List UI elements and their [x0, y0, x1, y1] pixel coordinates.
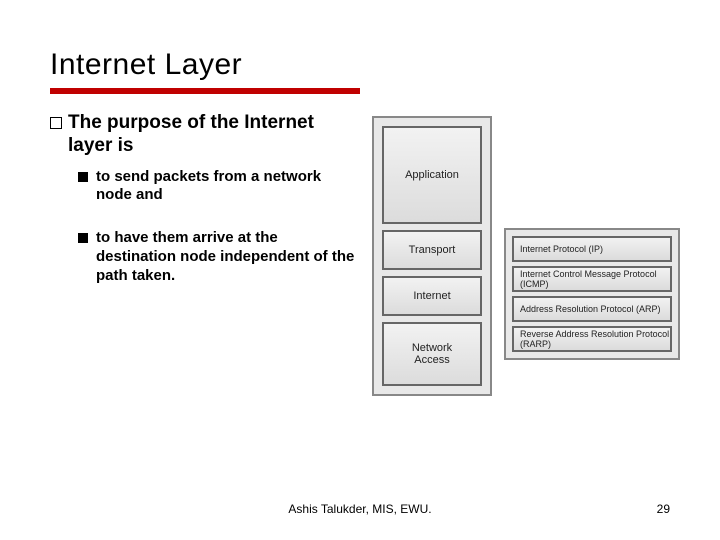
protocol-list: Internet Protocol (IP) Internet Control …	[504, 228, 680, 360]
solid-square-bullet-icon	[78, 172, 88, 182]
page-number: 29	[657, 502, 670, 516]
layer-network-access: Network Access	[382, 322, 482, 386]
hollow-square-bullet-icon	[50, 117, 62, 129]
bullet-l1-text: The purpose of the Internet layer is	[68, 112, 360, 158]
bullet-level2-a: to send packets from a network node and	[78, 168, 360, 206]
bullet-level1: The purpose of the Internet layer is	[50, 112, 360, 158]
solid-square-bullet-icon	[78, 233, 88, 243]
bullet-l2b-text: to have them arrive at the destination n…	[96, 229, 360, 285]
bullet-level2-b: to have them arrive at the destination n…	[78, 229, 360, 285]
layer-stack: Application Transport Internet Network A…	[372, 116, 492, 396]
layer-transport: Transport	[382, 230, 482, 270]
protocol-rarp: Reverse Address Resolution Protocol (RAR…	[512, 326, 672, 352]
protocol-ip: Internet Protocol (IP)	[512, 236, 672, 262]
title-rule	[50, 88, 360, 94]
text-column: The purpose of the Internet layer is to …	[50, 112, 360, 396]
protocol-arp: Address Resolution Protocol (ARP)	[512, 296, 672, 322]
slide-title: Internet Layer	[50, 48, 670, 82]
diagram-column: Application Transport Internet Network A…	[372, 112, 680, 396]
content-row: The purpose of the Internet layer is to …	[50, 112, 670, 396]
protocol-icmp: Internet Control Message Protocol (ICMP)	[512, 266, 672, 292]
layer-internet: Internet	[382, 276, 482, 316]
bullet-l2a-text: to send packets from a network node and	[96, 168, 360, 206]
footer-author: Ashis Talukder, MIS, EWU.	[0, 502, 720, 516]
slide: Internet Layer The purpose of the Intern…	[0, 0, 720, 540]
layer-application: Application	[382, 126, 482, 224]
